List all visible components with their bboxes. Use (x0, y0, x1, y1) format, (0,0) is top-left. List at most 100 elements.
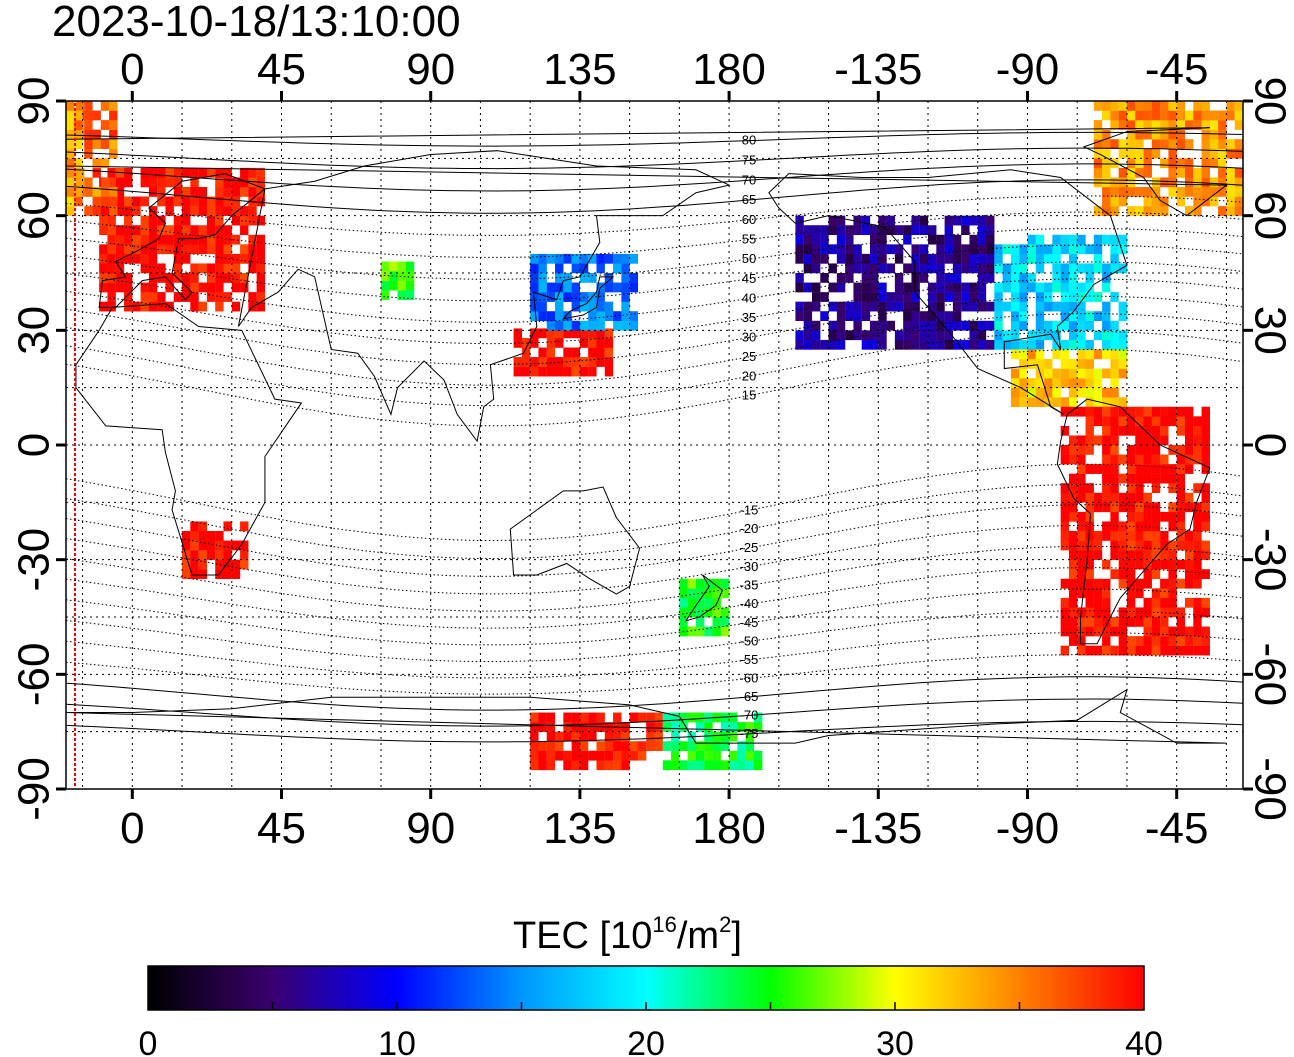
tec-cell (720, 588, 730, 599)
tec-cell (1093, 158, 1103, 169)
tec-cell (1110, 464, 1119, 474)
tec-cell (1160, 550, 1169, 560)
tec-cell (165, 167, 174, 178)
tec-cell (530, 731, 539, 742)
tec-cell (1176, 483, 1186, 494)
tec-cell (753, 760, 763, 771)
tec-cell (1035, 292, 1045, 302)
tec-cell (1102, 435, 1111, 446)
x-bottom-label: 0 (120, 804, 144, 853)
tec-cell (521, 347, 531, 358)
tec-cell (687, 760, 697, 771)
tec-cell (240, 253, 249, 264)
tec-cell (1085, 378, 1094, 388)
tec-cell (596, 301, 605, 312)
tec-cell (1151, 206, 1161, 216)
tec-cell (1093, 244, 1103, 255)
tec-cell (1077, 378, 1086, 388)
tec-cell (1201, 425, 1210, 436)
x-top-label: 45 (257, 45, 306, 94)
tec-cell (1143, 158, 1152, 169)
tec-cell (944, 234, 954, 245)
tec-cell (1019, 339, 1028, 350)
tec-cell (936, 320, 945, 331)
tec-cell (240, 225, 249, 236)
tec-cell (1160, 617, 1169, 627)
tec-cell (1102, 425, 1111, 436)
tec-cell (206, 540, 216, 551)
tec-cell (1218, 120, 1227, 130)
tec-cell (1027, 339, 1036, 350)
tec-cell (588, 311, 597, 322)
tec-cell (190, 234, 199, 245)
tec-cell (1201, 187, 1210, 197)
x-bottom-label: 180 (692, 804, 765, 853)
y-tick-left (56, 672, 66, 676)
tec-cell (546, 320, 556, 331)
tec-cell (662, 760, 672, 771)
tec-cell (1002, 273, 1012, 283)
tec-cell (74, 110, 83, 121)
maglat-label: -65 (740, 689, 759, 704)
x-tick-bottom (429, 789, 433, 799)
tec-cell (1019, 320, 1028, 331)
tec-cell (165, 196, 174, 207)
tec-cell (1093, 617, 1103, 627)
tec-cell (629, 320, 639, 331)
tec-cell (107, 215, 116, 226)
tec-cell (1027, 359, 1036, 369)
tec-cell (1135, 101, 1144, 111)
tec-cell (969, 301, 978, 312)
tec-cell (100, 196, 110, 207)
tec-cell (107, 263, 116, 274)
tec-cell (124, 215, 133, 226)
tec-cell (148, 292, 158, 302)
tec-cell (588, 712, 597, 723)
tec-cell (878, 253, 887, 264)
tec-cell (853, 282, 862, 293)
maglat-label: 30 (742, 329, 756, 344)
tec-cell (704, 626, 713, 637)
tec-cell (1093, 502, 1103, 513)
tec-cell (66, 167, 75, 178)
tec-cell (1176, 578, 1186, 589)
tec-cell (1093, 139, 1103, 150)
tec-cell (878, 301, 887, 312)
tec-cell (1110, 158, 1119, 169)
tec-cell (845, 263, 854, 274)
tec-cell (621, 320, 630, 331)
tec-cell (671, 750, 680, 761)
tec-cell (1226, 148, 1235, 159)
tec-cell (588, 253, 597, 264)
tec-cell (1218, 167, 1227, 178)
tec-cell (878, 311, 887, 322)
tec-cell (1027, 253, 1036, 264)
tec-cell (952, 339, 962, 350)
tec-cell (1151, 502, 1161, 513)
x-top-label: -90 (996, 45, 1060, 94)
tec-cell (74, 187, 83, 197)
tec-cell (546, 347, 556, 358)
tec-cell (1068, 387, 1078, 398)
tec-cell (538, 760, 547, 771)
tec-cell (969, 292, 978, 302)
tec-cell (646, 731, 655, 742)
tec-cell (215, 540, 224, 551)
tec-cell (853, 292, 862, 302)
tec-cell (1118, 177, 1128, 188)
tec-cell (1052, 368, 1061, 379)
tec-cell (109, 110, 118, 121)
tec-cell (1143, 531, 1152, 541)
tec-cell (563, 357, 572, 367)
tec-cell (836, 253, 846, 264)
tec-cell (811, 253, 821, 264)
tec-cell (1102, 110, 1111, 121)
tec-cell (256, 273, 266, 283)
tec-cell (1093, 349, 1103, 360)
tec-cell (571, 282, 581, 293)
tec-cell (1118, 617, 1128, 627)
tec-cell (720, 731, 730, 742)
tec-cell (231, 559, 241, 570)
tec-cell (1010, 263, 1020, 274)
tec-cell (588, 337, 597, 348)
